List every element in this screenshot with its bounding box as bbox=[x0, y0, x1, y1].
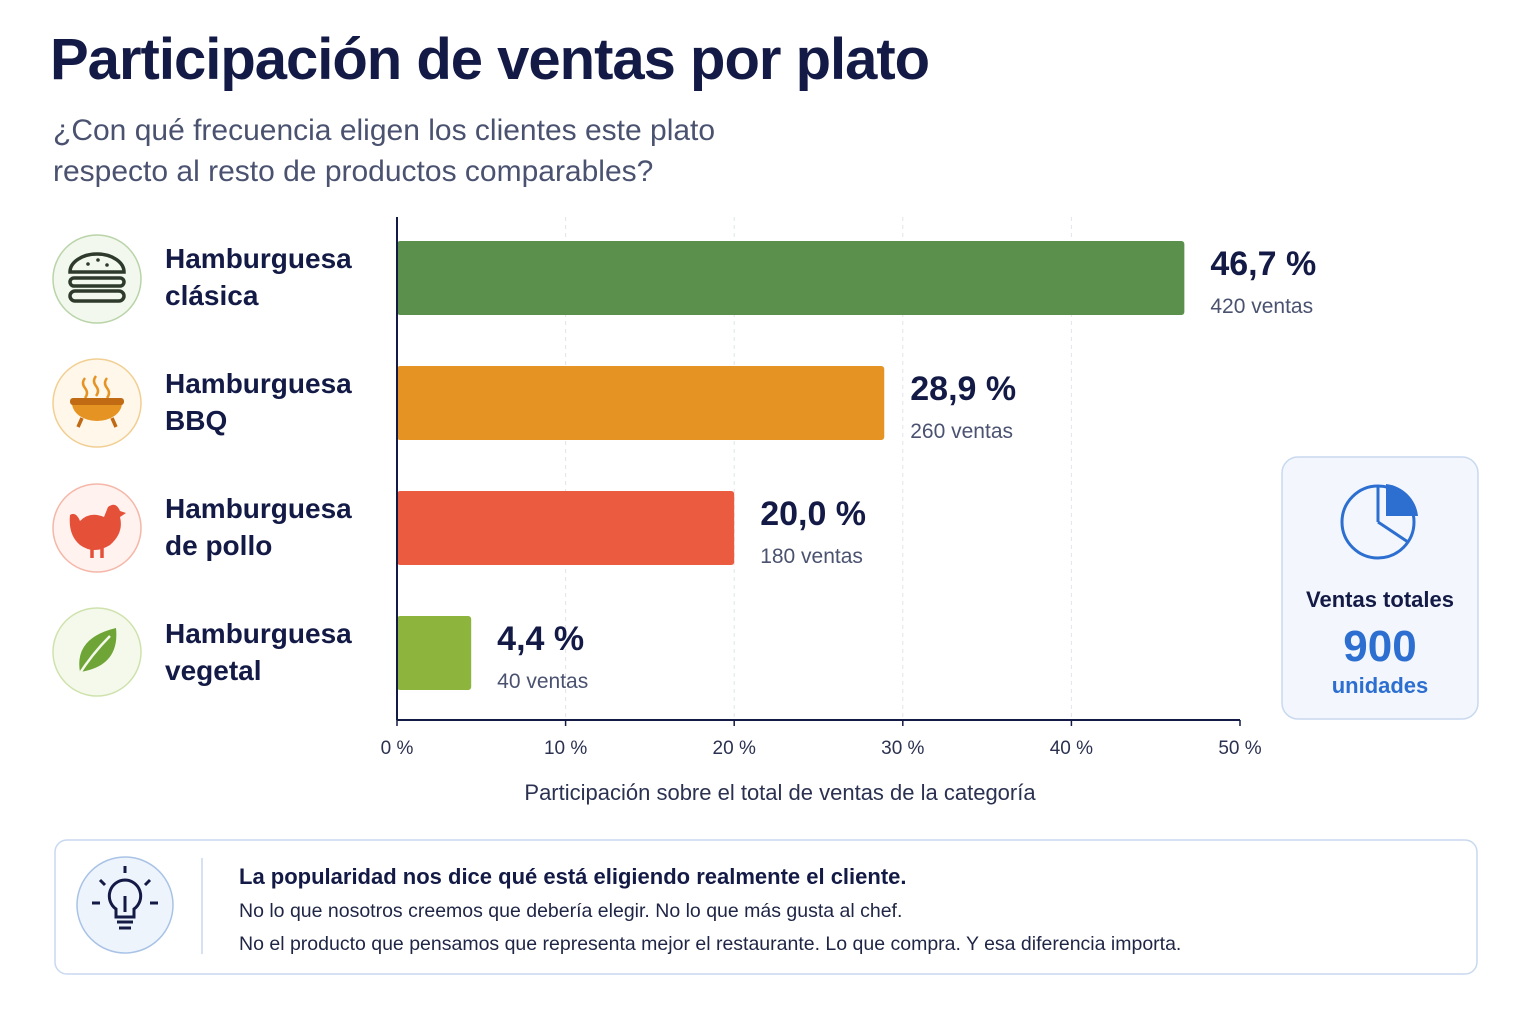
chart-subtitle: ¿Con qué frecuencia eligen los clientes … bbox=[53, 114, 716, 188]
x-axis-label: Participación sobre el total de ventas d… bbox=[524, 780, 1036, 805]
icon-pie bbox=[1340, 484, 1418, 560]
total-unit: unidades bbox=[1331, 673, 1429, 698]
note-box bbox=[54, 839, 1478, 975]
icon-bulb bbox=[76, 856, 174, 954]
value-label: 20,0 % bbox=[760, 495, 867, 533]
x-tick-label: 10 % bbox=[543, 738, 588, 759]
bar bbox=[397, 366, 885, 440]
value-label: 28,9 % bbox=[910, 370, 1017, 408]
total-value: 900 bbox=[1343, 622, 1417, 671]
x-tick-label: 0 % bbox=[380, 738, 414, 759]
category-label: Hamburguesa BBQ bbox=[165, 368, 352, 436]
total-label: Ventas totales bbox=[1306, 587, 1454, 612]
x-tick-label: 20 % bbox=[712, 738, 756, 759]
total-card bbox=[1281, 456, 1479, 720]
note-line: No el producto que pensamos que represen… bbox=[239, 933, 1182, 955]
sales-label: 260 ventas bbox=[910, 420, 1013, 443]
note-heading: La popularidad nos dice qué está eligien… bbox=[239, 864, 907, 889]
category-label: Hamburguesa vegetal bbox=[165, 618, 352, 686]
sales-label: 420 ventas bbox=[1210, 295, 1314, 318]
x-tick-label: 40 % bbox=[1049, 738, 1094, 759]
icon-leaf bbox=[52, 607, 142, 697]
sales-label: 40 ventas bbox=[497, 670, 589, 693]
bar bbox=[397, 616, 472, 690]
value-label: 4,4 % bbox=[497, 620, 585, 658]
bar bbox=[397, 491, 735, 565]
chart-title: Participación de ventas por plato bbox=[50, 27, 930, 92]
icon-burger bbox=[52, 234, 142, 324]
sales-label: 180 ventas bbox=[760, 545, 863, 568]
icon-chicken bbox=[52, 483, 142, 573]
x-tick-label: 30 % bbox=[881, 738, 925, 759]
category-label: Hamburguesa clásica bbox=[165, 243, 352, 311]
x-tick-label: 50 % bbox=[1218, 738, 1262, 759]
value-label: 46,7 % bbox=[1210, 245, 1317, 283]
note-line: No lo que nosotros creemos que debería e… bbox=[239, 900, 903, 922]
bar bbox=[397, 241, 1185, 315]
icon-bbq bbox=[52, 358, 142, 448]
category-label: Hamburguesa de pollo bbox=[165, 493, 352, 561]
